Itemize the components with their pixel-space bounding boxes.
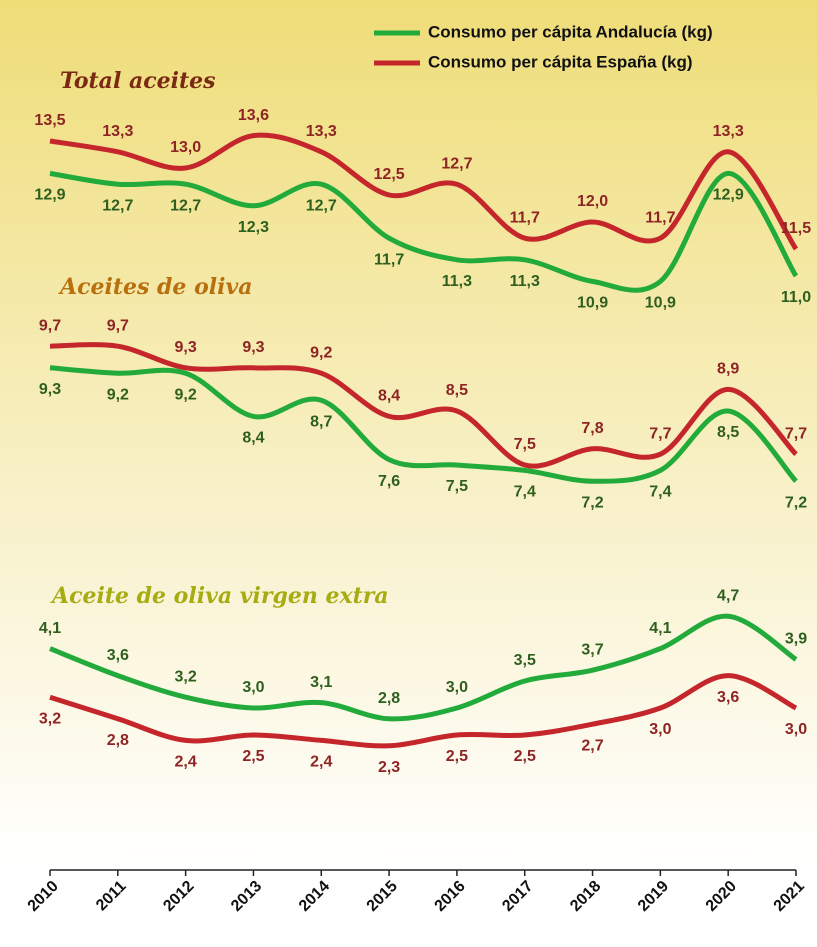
- data-label: 8,5: [717, 424, 739, 441]
- x-tick-label: 2019: [635, 878, 672, 915]
- data-label: 7,6: [378, 473, 400, 490]
- data-label: 13,3: [102, 123, 133, 140]
- data-label: 11,3: [442, 273, 472, 290]
- data-label: 11,7: [645, 209, 675, 226]
- data-label: 12,3: [238, 219, 269, 236]
- x-tick-label: 2020: [703, 878, 740, 915]
- data-label: 3,9: [785, 631, 807, 648]
- data-label: 8,7: [310, 413, 332, 430]
- data-label: 2,3: [378, 759, 400, 776]
- data-label: 2,8: [378, 690, 400, 707]
- x-tick-label: 2021: [771, 878, 808, 915]
- data-label: 13,3: [306, 123, 337, 140]
- data-label: 7,5: [514, 436, 536, 453]
- legend-label: Consumo per cápita España (kg): [428, 52, 693, 71]
- x-tick-label: 2011: [93, 878, 130, 915]
- data-label: 2,5: [242, 748, 264, 765]
- data-label: 4,1: [649, 620, 671, 637]
- data-label: 4,1: [39, 620, 61, 637]
- data-label: 8,4: [242, 430, 264, 447]
- data-label: 11,0: [781, 289, 811, 306]
- data-label: 2,5: [514, 748, 536, 765]
- data-label: 9,2: [175, 386, 197, 403]
- data-label: 13,6: [238, 107, 269, 124]
- data-label: 7,4: [649, 484, 671, 501]
- data-label: 11,3: [510, 273, 540, 290]
- data-label: 12,9: [34, 187, 65, 204]
- data-label: 11,7: [374, 251, 404, 268]
- data-label: 13,5: [34, 112, 65, 129]
- data-label: 3,0: [446, 679, 468, 696]
- data-label: 9,7: [107, 317, 129, 334]
- data-label: 4,7: [717, 587, 739, 604]
- x-tick-label: 2014: [296, 878, 333, 915]
- data-label: 7,2: [581, 494, 603, 511]
- data-label: 3,1: [310, 674, 332, 691]
- series-line: [49, 132, 799, 251]
- data-label: 8,4: [378, 388, 400, 405]
- data-label: 3,7: [581, 641, 603, 658]
- data-label: 3,0: [242, 679, 264, 696]
- x-tick-label: 2016: [432, 878, 469, 915]
- data-label: 12,7: [170, 197, 201, 214]
- data-label: 10,9: [645, 295, 676, 312]
- group-title: Total aceites: [60, 68, 216, 94]
- legend-label: Consumo per cápita Andalucía (kg): [428, 22, 713, 41]
- data-label: 2,8: [107, 732, 129, 749]
- x-tick-label: 2012: [160, 878, 197, 915]
- data-label: 12,9: [713, 187, 744, 204]
- data-label: 3,0: [649, 721, 671, 738]
- group-title: Aceites de oliva: [58, 274, 253, 300]
- data-label: 7,4: [514, 484, 536, 501]
- data-label: 11,7: [510, 209, 540, 226]
- data-label: 13,0: [170, 139, 201, 156]
- series-line: [49, 170, 799, 293]
- data-label: 7,7: [785, 425, 807, 442]
- data-label: 9,2: [107, 386, 129, 403]
- data-label: 2,7: [581, 737, 603, 754]
- series-line: [49, 613, 798, 722]
- data-label: 3,6: [717, 689, 739, 706]
- x-tick-label: 2018: [567, 878, 604, 915]
- data-label: 3,2: [39, 710, 61, 727]
- data-label: 2,4: [310, 754, 332, 771]
- data-label: 12,5: [374, 166, 405, 183]
- data-label: 2,5: [446, 748, 468, 765]
- series-line: [49, 673, 798, 749]
- data-label: 8,5: [446, 382, 468, 399]
- data-label: 9,3: [39, 381, 61, 398]
- data-label: 7,2: [785, 494, 807, 511]
- data-label: 3,2: [175, 668, 197, 685]
- data-label: 7,5: [446, 478, 468, 495]
- series-line: [49, 342, 798, 469]
- group-title: Aceite de oliva virgen extra: [50, 583, 389, 609]
- data-label: 3,6: [107, 647, 129, 664]
- data-label: 8,9: [717, 361, 739, 378]
- data-label: 3,0: [785, 721, 807, 738]
- data-label: 9,7: [39, 317, 61, 334]
- series-line: [49, 365, 798, 484]
- data-label: 11,5: [781, 220, 811, 237]
- data-label: 13,3: [713, 123, 744, 140]
- data-label: 12,0: [577, 193, 608, 210]
- data-label: 2,4: [175, 754, 197, 771]
- data-label: 7,8: [581, 420, 603, 437]
- data-label: 9,2: [310, 344, 332, 361]
- data-label: 9,3: [242, 339, 264, 356]
- data-label: 7,7: [649, 425, 671, 442]
- data-label: 10,9: [577, 295, 608, 312]
- data-label: 12,7: [102, 197, 133, 214]
- data-label: 9,3: [175, 339, 197, 356]
- x-tick-label: 2015: [364, 878, 401, 915]
- data-label: 12,7: [306, 197, 337, 214]
- data-label: 3,5: [514, 652, 536, 669]
- data-label: 12,7: [441, 155, 472, 172]
- x-tick-label: 2013: [228, 878, 265, 915]
- x-tick-label: 2010: [25, 878, 62, 915]
- x-tick-label: 2017: [499, 878, 536, 915]
